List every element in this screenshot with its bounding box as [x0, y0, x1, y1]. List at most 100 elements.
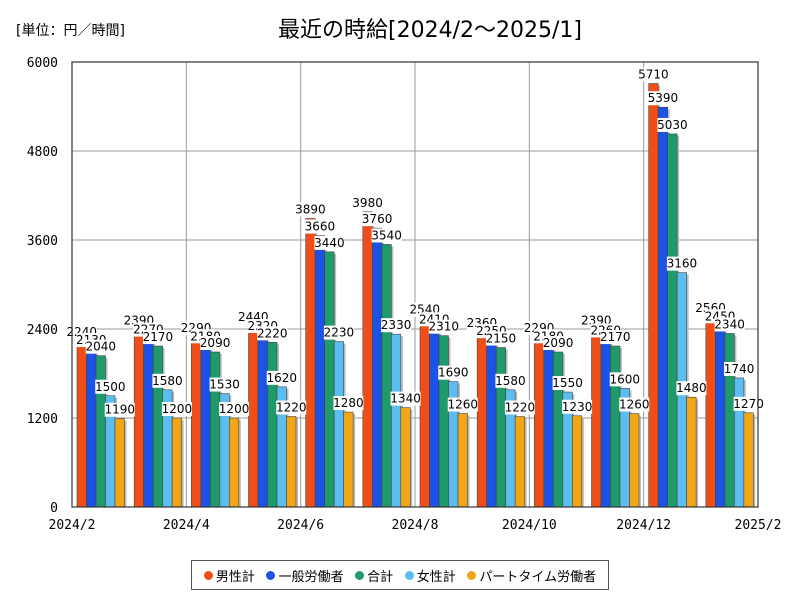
data-label-bg [600, 330, 631, 345]
data-label: 2150 [486, 332, 517, 346]
data-label-bg [362, 212, 393, 227]
data-label: 2170 [143, 330, 174, 344]
data-label: 3540 [371, 228, 402, 242]
data-label: 2090 [543, 336, 574, 350]
legend-label: パートタイム労働者 [479, 569, 597, 585]
bar [743, 412, 754, 508]
data-label-bg [647, 91, 678, 106]
data-label-bg [314, 235, 345, 250]
data-label: 1200 [162, 402, 193, 416]
y-tick-label: 3600 [27, 234, 58, 249]
data-label-bg [447, 397, 478, 412]
bar [419, 318, 430, 508]
data-label-bg [390, 391, 421, 406]
data-label: 3890 [295, 202, 326, 216]
y-tick-label: 0 [50, 501, 58, 516]
data-label-bg [333, 396, 364, 411]
bar [152, 345, 163, 508]
data-label-bg [485, 331, 516, 346]
data-label-bg [161, 402, 192, 416]
data-label: 5390 [648, 91, 679, 105]
data-label: 1220 [505, 401, 536, 415]
data-label-bg [304, 219, 335, 234]
data-label: 1550 [552, 376, 583, 390]
data-label: 5710 [638, 68, 669, 82]
bar [457, 413, 468, 508]
data-label: 1230 [562, 400, 593, 414]
bar [438, 335, 449, 508]
legend-label: 一般労働者 [278, 569, 344, 585]
data-label-bg [552, 376, 583, 391]
data-label: 1190 [104, 403, 135, 417]
bar [657, 106, 668, 508]
x-tick-label: 2024/10 [502, 518, 557, 533]
bar [400, 407, 411, 508]
bar [372, 227, 383, 508]
bar [95, 355, 106, 508]
bar [391, 333, 402, 508]
bar [229, 417, 240, 508]
data-label-bg [371, 228, 402, 243]
data-label-bg [724, 361, 755, 376]
data-label-bg [152, 373, 183, 388]
data-label: 2090 [200, 336, 231, 350]
data-label: 1690 [438, 366, 469, 380]
bar [171, 417, 182, 508]
data-label: 3160 [667, 257, 698, 271]
bar [114, 418, 125, 508]
bar [324, 251, 335, 508]
data-label: 1500 [95, 380, 126, 394]
bar [200, 345, 211, 508]
bar [715, 324, 726, 508]
bar [667, 133, 678, 508]
y-tick-label: 6000 [27, 56, 58, 71]
x-tick-label: 2024/2 [49, 518, 96, 533]
data-label-bg [666, 256, 697, 271]
data-label: 1260 [619, 398, 650, 412]
bar [248, 325, 259, 508]
data-label: 2310 [428, 320, 459, 334]
legend-label: 男性計 [215, 569, 255, 585]
data-label: 2170 [600, 330, 631, 344]
legend-item-general: 一般労働者 [266, 566, 343, 585]
bar [543, 345, 554, 508]
bar [133, 329, 144, 508]
data-label-bg [733, 396, 764, 411]
data-label: 1620 [266, 371, 297, 385]
bar [610, 345, 621, 508]
legend: 男性計 一般労働者 合計 女性計 パートタイム労働者 [191, 560, 609, 590]
data-label: 2340 [714, 317, 745, 331]
chart-title: 最近の時給[2024/2～2025/1] [278, 18, 582, 43]
data-label: 2330 [381, 318, 412, 332]
data-label-bg [504, 400, 535, 415]
data-label: 1580 [495, 374, 526, 388]
data-label-bg [266, 370, 297, 385]
data-label-bg [638, 67, 669, 82]
data-label: 1260 [447, 398, 478, 412]
bar [514, 416, 525, 508]
data-label-bg [543, 335, 574, 350]
data-label: 1480 [676, 381, 707, 395]
bar [267, 342, 278, 508]
data-label-bg [352, 195, 383, 210]
bar [362, 211, 373, 508]
data-label-bg [95, 379, 126, 394]
data-label-bg [104, 402, 135, 417]
data-label-bg [295, 202, 326, 217]
data-label: 1200 [219, 402, 250, 416]
legend-marker [467, 570, 477, 580]
bar [495, 347, 506, 508]
bar [534, 336, 545, 508]
data-label: 1220 [276, 401, 307, 415]
bar [629, 413, 640, 508]
bar [286, 416, 297, 508]
bar [86, 348, 97, 508]
data-label: 2220 [257, 326, 288, 340]
bar [381, 244, 392, 508]
data-label: 1280 [333, 396, 364, 410]
bar [191, 336, 202, 508]
data-label-bg [276, 400, 307, 415]
data-label-bg [219, 402, 250, 416]
bar [429, 327, 440, 508]
legend-item-female: 女性計 [404, 566, 456, 585]
